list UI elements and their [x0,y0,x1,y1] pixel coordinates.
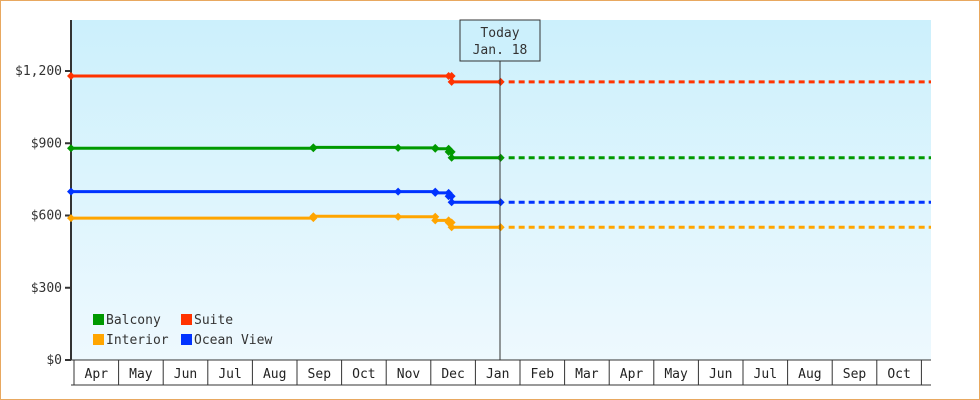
x-tick-label: Feb [531,367,555,382]
legend-swatch [181,334,192,345]
plot-area [71,20,931,360]
x-tick-label: Jun [709,367,732,382]
x-tick-label: May [664,367,688,382]
series-ocean-view [67,187,931,207]
x-tick-label: Sep [843,367,867,382]
x-axis: Apr May Jun Jul Aug Sep Oct Nov Dec Jan Feb Mar Apr M… [71,359,931,386]
x-tick-label: Jan [486,367,509,382]
x-tick-label: May [129,367,153,382]
legend-item-interior: Interior [93,333,169,348]
data-point-marker [447,77,456,86]
y-tick-label: $0 [46,353,62,368]
today-date: Jan. 18 [473,43,528,58]
data-point-marker [67,214,75,223]
x-tick-label: Nov [397,367,421,382]
x-tick-label: Dec [441,367,464,382]
data-point-marker [447,153,456,162]
legend-item-ocean-view: Ocean View [181,333,272,348]
data-point-marker [496,198,505,207]
y-tick-label: $600 [31,209,62,224]
data-point-marker [447,198,456,207]
data-point-marker [394,187,403,196]
legend-item-balcony: Balcony [93,313,161,328]
data-point-marker [431,188,440,197]
data-point-marker [309,143,318,152]
legend-label: Ocean View [194,333,272,348]
x-tick-label: Jun [174,367,197,382]
today-marker: Today Jan. 18 [459,19,541,360]
y-tick-label: $1,200 [15,64,62,79]
legend-swatch [181,314,192,325]
data-point-marker [309,212,318,221]
x-tick-label: Aug [263,367,286,382]
x-tick-label: Jul [754,367,777,382]
data-point-marker [67,144,75,153]
data-point-marker [67,72,75,81]
series-interior [67,212,931,232]
x-tick-label: Oct [887,367,910,382]
today-label: Today [480,26,519,41]
data-point-marker [394,143,403,152]
legend-label: Balcony [106,313,161,328]
data-point-marker [431,216,440,225]
data-point-marker [496,223,505,232]
legend-swatch [93,314,104,325]
data-point-marker [496,77,505,86]
x-tick-label: Jul [218,367,241,382]
x-tick-label: Mar [575,367,599,382]
x-tick-label: Sep [308,367,332,382]
data-point-marker [394,212,403,221]
x-tick-label: Apr [620,367,644,382]
legend-label: Suite [194,313,233,328]
series-lines [67,72,931,232]
data-point-marker [447,223,456,232]
x-tick-label: Oct [352,367,375,382]
legend: Balcony Suite Interior Ocean View [93,313,272,348]
legend-swatch [93,334,104,345]
data-point-marker [431,144,440,153]
series-suite [67,72,931,86]
y-tick-label: $900 [31,136,62,151]
legend-label: Interior [106,333,169,348]
legend-item-suite: Suite [181,313,233,328]
y-axis: $0 $300 $600 $900 $1,200 [15,20,72,368]
data-point-marker [67,187,75,196]
x-tick-label: Aug [798,367,821,382]
data-point-marker [496,153,505,162]
y-tick-label: $300 [31,281,62,296]
x-tick-label: Apr [85,367,109,382]
series-balcony [67,143,931,162]
